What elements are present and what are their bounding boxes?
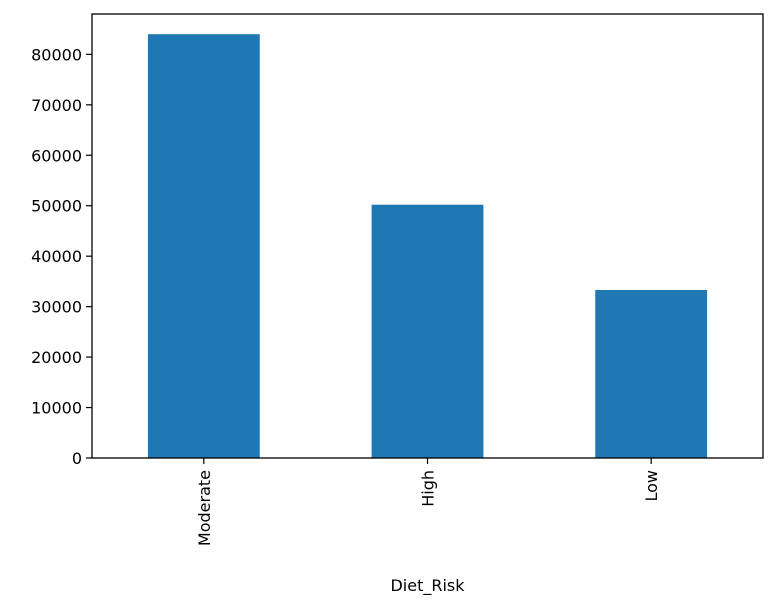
bar-high xyxy=(371,204,484,458)
y-tick-label: 40000 xyxy=(31,247,82,266)
y-tick-label: 50000 xyxy=(31,197,82,216)
plot-frame xyxy=(91,13,764,459)
y-tick-label: 20000 xyxy=(31,348,82,367)
y-tick-label: 0 xyxy=(72,449,82,468)
x-tick-label: Low xyxy=(642,470,661,502)
y-tick-label: 70000 xyxy=(31,96,82,115)
x-tick-label: Moderate xyxy=(195,470,214,546)
bars-group xyxy=(147,34,708,458)
bar-moderate xyxy=(147,34,260,458)
bar-low xyxy=(595,289,708,458)
x-tick-label: High xyxy=(419,470,438,507)
y-tick-label: 30000 xyxy=(31,298,82,317)
y-tick-label: 10000 xyxy=(31,399,82,418)
y-axis-ticks: 0 10000 20000 30000 40000 50000 60000 70000 8000… xyxy=(31,45,92,468)
x-axis-ticks: Moderate High Low xyxy=(195,458,661,546)
y-tick-label: 80000 xyxy=(31,45,82,64)
x-axis-label: Diet_Risk xyxy=(390,576,465,596)
y-tick-label: 60000 xyxy=(31,146,82,165)
